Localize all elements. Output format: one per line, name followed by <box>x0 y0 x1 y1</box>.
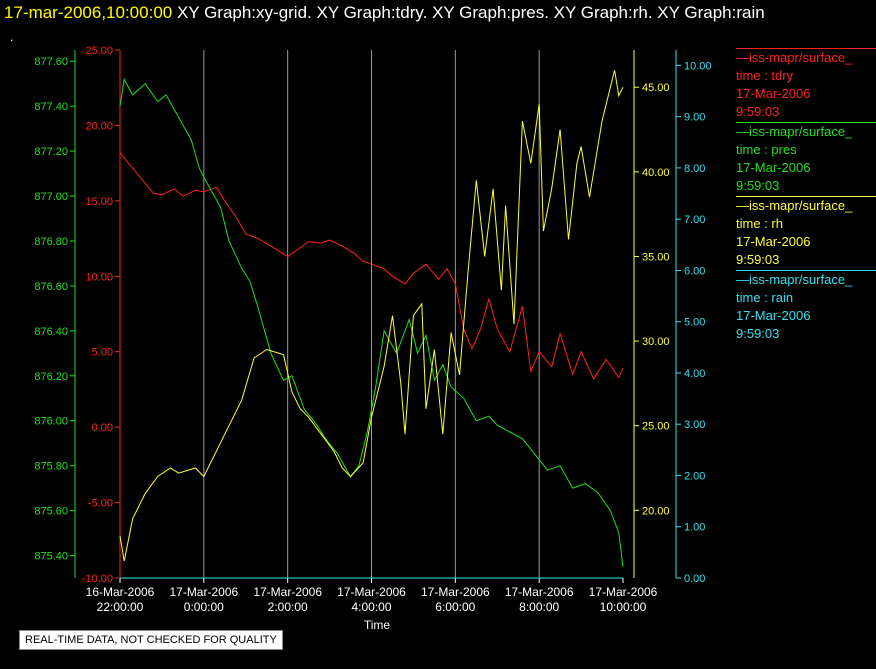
rain-tick-label: 5.00 <box>684 317 705 329</box>
legend-time: 9:59:03 <box>736 104 780 119</box>
x-tick-label: 17-Mar-2006 <box>337 585 406 599</box>
pres-tick-label: 876.60 <box>34 281 68 293</box>
legend-time: 9:59:03 <box>736 178 780 193</box>
rain-tick-label: 3.00 <box>684 419 705 431</box>
x-tick-label: 2:00:00 <box>268 600 308 614</box>
rh-tick-label: 45.00 <box>642 82 670 94</box>
tdry-tick-label: 15.00 <box>85 196 113 208</box>
legend-time: 9:59:03 <box>736 326 780 341</box>
rain-tick-label: 7.00 <box>684 214 705 226</box>
pres-series-line <box>119 77 624 567</box>
marker-dot: . <box>10 30 14 44</box>
x-tick-label: 6:00:00 <box>435 600 475 614</box>
tdry-tick-label: -10.00 <box>82 573 113 585</box>
tdry-tick-label: 0.00 <box>92 422 113 434</box>
rain-tick-label: 4.00 <box>684 368 705 380</box>
x-tick-label: 4:00:00 <box>351 600 391 614</box>
header-graph-list: XY Graph:xy-grid. XY Graph:tdry. XY Grap… <box>176 3 765 22</box>
legend-entry-4: —iss-mapr/surface_time : rain 17-Mar-2006… <box>736 270 876 343</box>
tdry-tick-label: 20.00 <box>85 120 113 132</box>
legend-series: —iss-mapr/surface_ <box>736 50 853 65</box>
x-tick-label: 10:00:00 <box>600 600 647 614</box>
header: 17-mar-2006,10:00:00 XY Graph:xy-grid. X… <box>4 3 765 23</box>
legend-time: 9:59:03 <box>736 252 780 267</box>
legend-var: time : rh <box>736 216 783 231</box>
rain-tick-label: 1.00 <box>684 522 705 534</box>
x-tick-label: 17-Mar-2006 <box>589 585 658 599</box>
pres-tick-label: 875.40 <box>34 551 68 563</box>
tdry-tick-label: -5.00 <box>88 498 113 510</box>
legend-var: time : pres <box>736 142 797 157</box>
pres-tick-label: 877.60 <box>34 56 68 68</box>
rh-tick-label: 40.00 <box>642 167 670 179</box>
pres-tick-label: 876.20 <box>34 371 68 383</box>
x-axis-label: Time <box>364 618 391 632</box>
legend-var: time : tdry <box>736 68 794 83</box>
x-tick-label: 17-Mar-2006 <box>169 585 238 599</box>
tdry-tick-label: 5.00 <box>92 347 113 359</box>
tdry-tick-label: 10.00 <box>85 271 113 283</box>
x-tick-label: 8:00:00 <box>519 600 559 614</box>
x-tick-label: 17-Mar-2006 <box>421 585 490 599</box>
legend-date: 17-Mar-2006 <box>736 234 811 249</box>
quality-note: REAL-TIME DATA, NOT CHECKED FOR QUALITY <box>19 630 283 650</box>
rh-tick-label: 35.00 <box>642 251 670 263</box>
pres-tick-label: 875.60 <box>34 506 68 518</box>
legend-date: 17-Mar-2006 <box>736 308 811 323</box>
legend-entry-1: —iss-mapr/surface_time : tdry 17-Mar-2006… <box>736 48 876 121</box>
header-date: 17-mar-2006,10:00:00 <box>4 3 173 22</box>
x-tick-label: 0:00:00 <box>184 600 224 614</box>
tdry-series-line <box>119 152 624 380</box>
rh-tick-label: 20.00 <box>642 505 670 517</box>
rh-tick-label: 25.00 <box>642 421 670 433</box>
rain-tick-label: 2.00 <box>684 470 705 482</box>
pres-tick-label: 877.20 <box>34 146 68 158</box>
legend: —iss-mapr/surface_ time : tdry 17-Mar-2006… <box>736 48 876 344</box>
x-tick-label: 17-Mar-2006 <box>505 585 574 599</box>
rh-series-line <box>119 70 624 562</box>
pres-tick-label: 877.40 <box>34 101 68 113</box>
x-tick-label: 22:00:00 <box>97 600 144 614</box>
legend-var: time : rain <box>736 290 794 305</box>
rain-tick-label: 8.00 <box>684 163 705 175</box>
x-tick-label: 17-Mar-2006 <box>253 585 322 599</box>
pres-tick-label: 876.40 <box>34 326 68 338</box>
rain-tick-label: 9.00 <box>684 112 705 124</box>
legend-series: —iss-mapr/surface_ <box>736 124 853 139</box>
tdry-tick-label: 25.00 <box>85 45 113 57</box>
legend-date: 17-Mar-2006 <box>736 160 811 175</box>
rain-tick-label: 0.00 <box>684 573 705 585</box>
pres-tick-label: 877.00 <box>34 191 68 203</box>
x-tick-label: 16-Mar-2006 <box>86 585 155 599</box>
legend-series: —iss-mapr/surface_ <box>736 272 853 287</box>
pres-tick-label: 875.80 <box>34 461 68 473</box>
legend-series: —iss-mapr/surface_ <box>736 198 853 213</box>
rh-tick-label: 30.00 <box>642 336 670 348</box>
rain-tick-label: 6.00 <box>684 265 705 277</box>
legend-entry-2: —iss-mapr/surface_time : pres 17-Mar-2006… <box>736 122 876 195</box>
rain-tick-label: 10.00 <box>684 60 712 72</box>
pres-tick-label: 876.80 <box>34 236 68 248</box>
legend-entry-3: —iss-mapr/surface_time : rh 17-Mar-2006 9:… <box>736 196 876 269</box>
legend-date: 17-Mar-2006 <box>736 86 811 101</box>
pres-tick-label: 876.00 <box>34 416 68 428</box>
